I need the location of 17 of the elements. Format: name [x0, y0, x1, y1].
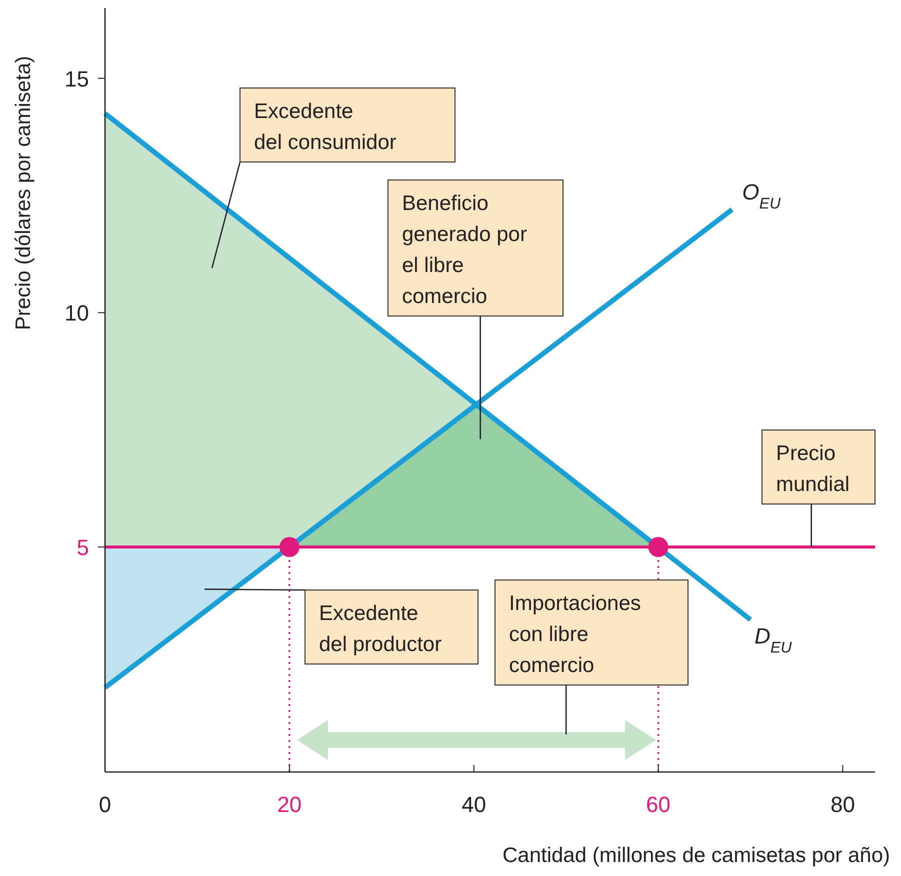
x-tick-label: 40	[462, 792, 486, 817]
annotation: Excedente del productor	[319, 602, 442, 656]
x-tick-label: 0	[98, 792, 112, 817]
annotation: Importaciones con libre comercio	[509, 592, 641, 677]
ref-line-label: Precio mundial	[776, 442, 850, 496]
y-tick-label: 15	[64, 66, 89, 92]
x-tick-label: 60	[646, 792, 671, 817]
y-axis-title: Precio (dólares por camiseta)	[12, 56, 35, 330]
annotation: Excedente del consumidor	[254, 100, 396, 154]
y-tick-label: 10	[64, 300, 89, 326]
annotation: Beneficio generado por el libre comercio	[402, 192, 527, 308]
series-label: O$_{EU}$	[742, 180, 782, 212]
x-tick-label: 80	[830, 792, 855, 817]
y-tick-label: 5	[76, 535, 89, 560]
x-axis-title: Cantidad (millones de camisetas por año)	[502, 844, 890, 867]
series-label: D$_{EU}$	[754, 624, 793, 656]
x-tick-label: 20	[277, 792, 302, 817]
